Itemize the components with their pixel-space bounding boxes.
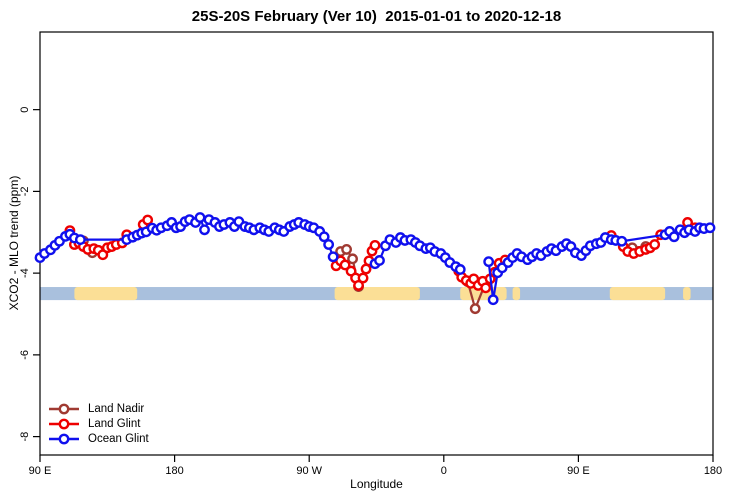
- data-point: [353, 279, 364, 291]
- data-point: [357, 272, 369, 284]
- plot-box: [39, 31, 714, 456]
- legend-item-ocean-glint: Ocean Glint: [48, 431, 149, 446]
- data-point: [74, 234, 86, 246]
- land-patch: [74, 287, 138, 301]
- land-patch: [609, 287, 666, 301]
- x-tick-label: 90 E: [567, 465, 590, 477]
- data-point: [649, 239, 661, 250]
- land-patch: [512, 287, 521, 301]
- ocean-glint-marker-icon: [49, 433, 79, 444]
- y-tick-label: -6: [19, 350, 31, 360]
- x-tick-label: 0: [441, 465, 447, 477]
- data-point: [704, 222, 716, 234]
- land-patch: [683, 287, 691, 301]
- y-tick-label: 0: [19, 107, 31, 113]
- data-point: [318, 231, 330, 243]
- data-point: [668, 231, 680, 243]
- x-axis-title: Longitude: [350, 477, 403, 491]
- data-point: [469, 303, 481, 315]
- data-point: [142, 214, 154, 226]
- data-point: [327, 251, 339, 263]
- data-point: [347, 253, 358, 265]
- legend-item-land-glint: Land Glint: [48, 416, 149, 431]
- x-tick-label: 90 W: [296, 465, 322, 477]
- x-tick-label: 90 E: [29, 465, 52, 477]
- series-ocean-glint: [34, 212, 716, 306]
- y-tick-label: -4: [19, 268, 31, 278]
- data-point: [199, 224, 210, 236]
- data-point: [487, 294, 499, 306]
- x-tick-label: 180: [165, 465, 183, 477]
- data-point: [194, 212, 206, 223]
- legend-label: Land Glint: [88, 417, 141, 430]
- land-patch: [334, 287, 420, 301]
- data-point: [369, 239, 381, 251]
- land-nadir-marker-icon: [49, 403, 79, 414]
- legend-label: Ocean Glint: [88, 432, 149, 445]
- data-point: [483, 256, 495, 268]
- chart-title: 25S-20S February (Ver 10) 2015-01-01 to …: [191, 8, 562, 25]
- data-point: [374, 255, 385, 266]
- legend-label: Land Nadir: [88, 402, 145, 415]
- land-glint-marker-icon: [49, 418, 79, 429]
- data-point: [616, 235, 628, 247]
- data-point: [454, 264, 466, 275]
- legend: Land Nadir Land Glint Ocean Glint: [48, 401, 149, 446]
- x-tick-label: 180: [704, 465, 722, 477]
- legend-item-land-nadir: Land Nadir: [48, 401, 149, 416]
- y-tick-label: -8: [19, 432, 31, 442]
- y-tick-label: -2: [19, 187, 31, 197]
- data-point: [480, 282, 492, 294]
- data-point: [341, 244, 352, 255]
- data-point: [339, 259, 351, 271]
- data-point: [323, 239, 335, 250]
